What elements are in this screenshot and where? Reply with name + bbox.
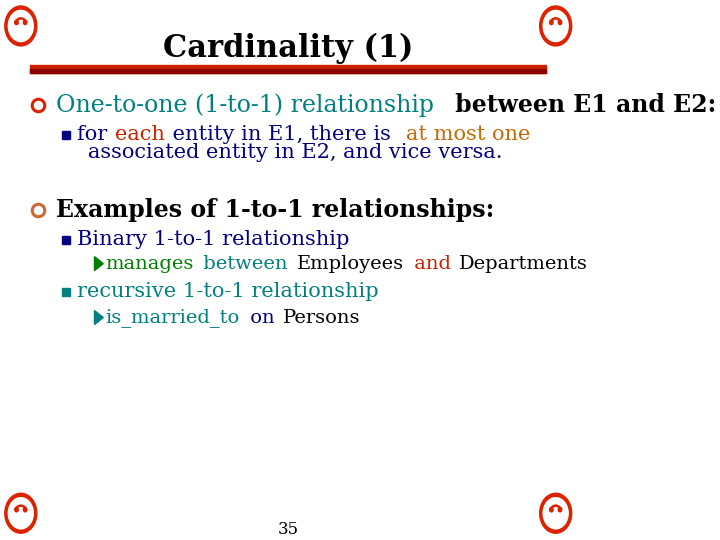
Text: at most one: at most one — [405, 125, 530, 144]
Circle shape — [23, 20, 27, 24]
Circle shape — [5, 6, 37, 46]
Circle shape — [14, 508, 18, 512]
Circle shape — [543, 10, 568, 42]
Circle shape — [549, 20, 553, 24]
Circle shape — [14, 20, 18, 24]
Text: is_married_to: is_married_to — [106, 308, 240, 327]
Text: Employees: Employees — [297, 254, 404, 273]
Polygon shape — [94, 310, 103, 325]
Text: One-to-one (1-to-1) relationship: One-to-one (1-to-1) relationship — [56, 93, 434, 117]
Text: and: and — [408, 254, 457, 273]
Circle shape — [5, 493, 37, 533]
Polygon shape — [94, 256, 103, 271]
Circle shape — [9, 10, 33, 42]
Bar — [30, 65, 546, 73]
Text: associated entity in E2, and vice versa.: associated entity in E2, and vice versa. — [88, 143, 503, 163]
Text: Departments: Departments — [459, 254, 588, 273]
Text: between: between — [197, 254, 294, 273]
Circle shape — [540, 6, 572, 46]
Text: 35: 35 — [278, 521, 299, 538]
Circle shape — [558, 20, 562, 24]
Text: for: for — [77, 125, 114, 144]
Text: between E1 and E2:: between E1 and E2: — [446, 93, 716, 117]
Bar — [30, 69, 546, 73]
Circle shape — [9, 498, 33, 529]
Circle shape — [558, 508, 562, 512]
Circle shape — [23, 508, 27, 512]
Circle shape — [543, 498, 568, 529]
Text: each: each — [115, 125, 165, 144]
Circle shape — [540, 493, 572, 533]
Text: Examples of 1-to-1 relationships:: Examples of 1-to-1 relationships: — [56, 198, 495, 222]
Text: Persons: Persons — [282, 308, 360, 327]
Circle shape — [549, 508, 553, 512]
Text: on: on — [244, 308, 282, 327]
Text: Cardinality (1): Cardinality (1) — [163, 32, 413, 64]
Text: recursive 1-to-1 relationship: recursive 1-to-1 relationship — [77, 282, 379, 301]
Text: entity in E1, there is: entity in E1, there is — [166, 125, 398, 144]
Text: Binary 1-to-1 relationship: Binary 1-to-1 relationship — [77, 230, 349, 249]
Text: manages: manages — [106, 254, 194, 273]
